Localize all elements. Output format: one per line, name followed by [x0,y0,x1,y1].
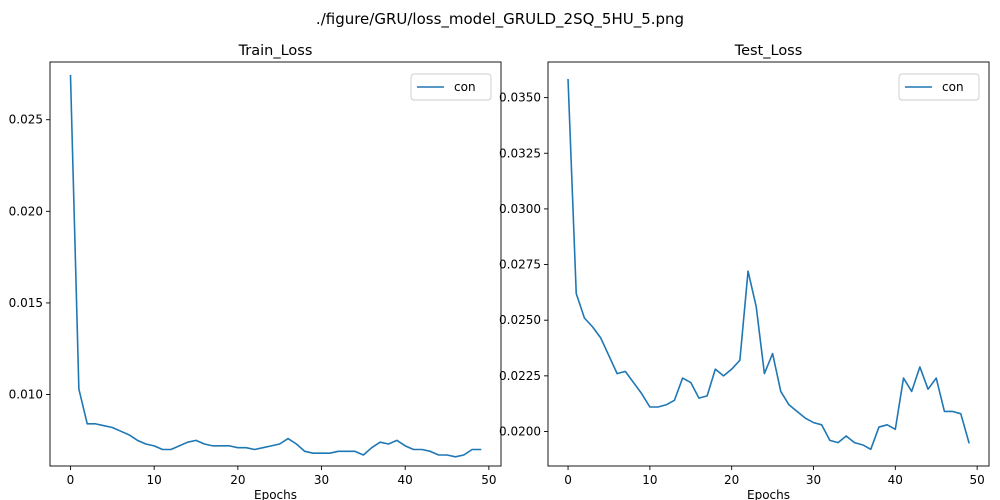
train-loss-x-tick-label: 30 [314,473,329,487]
test-loss-x-tick-label: 20 [724,473,739,487]
test-loss-x-axis-label: Epochs [747,488,790,500]
test-loss-legend [898,73,980,101]
test-loss-x-tick-label: 0 [564,473,572,487]
test-loss-title: Test_Loss [734,43,803,59]
train-loss-legend-label: con [454,80,476,94]
test-loss-y-tick-label: 0.0350 [499,91,541,105]
test-loss-y-tick-label: 0.0200 [499,424,541,438]
train-loss-legend [410,73,492,101]
train-loss-x-axis-label: Epochs [254,488,297,500]
train-loss-title: Train_Loss [238,43,313,59]
test-loss-x-tick-label: 40 [888,473,903,487]
test-loss-x-tick-label: 30 [806,473,821,487]
train-loss-y-tick-label: 0.010 [9,388,43,402]
train-loss-y-tick-label: 0.020 [9,204,43,218]
train-loss-x-tick-label: 40 [398,473,413,487]
train-loss-series-line-con [69,74,482,458]
test-loss-y-tick-label: 0.0300 [499,202,541,216]
test-loss-y-tick-label: 0.0225 [499,369,541,383]
train-loss-x-tick-label: 10 [147,473,162,487]
train-loss-x-tick-label: 20 [230,473,245,487]
test-loss-series-line-con [567,78,970,451]
test-loss-x-tick-label: 10 [642,473,657,487]
train-loss-axes: Train_Loss 0 10 20 30 40 50 0.010 0.015 0.020 0.02… [9,43,502,500]
train-loss-x-tick-label: 0 [67,473,75,487]
test-loss-axes: Test_Loss 0 10 20 30 40 50 0.0200 0.0225 0.0250 0.… [499,43,990,500]
figure-suptitle: ./figure/GRU/loss_model_GRULD_2SQ_5HU_5.… [316,10,684,29]
test-loss-y-tick-label: 0.0275 [499,258,541,272]
test-loss-x-tick-label: 50 [969,473,984,487]
test-loss-plot-frame [547,61,990,467]
test-loss-legend-label: con [942,80,964,94]
train-loss-x-tick-label: 50 [481,473,496,487]
test-loss-y-tick-label: 0.0250 [499,313,541,327]
train-loss-plot-frame [49,61,502,467]
train-loss-y-tick-label: 0.015 [9,296,43,310]
test-loss-y-tick-label: 0.0325 [499,146,541,160]
train-loss-y-tick-label: 0.025 [9,113,43,127]
